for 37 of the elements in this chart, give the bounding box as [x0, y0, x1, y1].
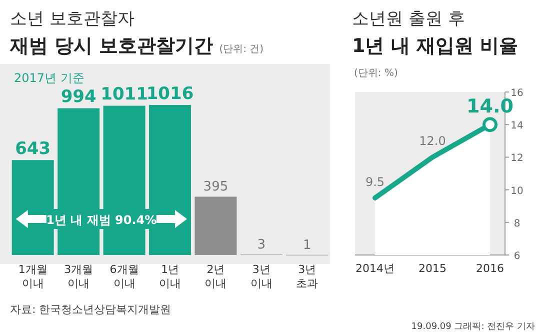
y-tick-label: 14 — [510, 120, 524, 132]
x-tick-label: 1개월 이내 — [18, 263, 48, 290]
x-tick-label: 2015 — [418, 262, 446, 275]
text: (단위: 건) — [219, 44, 264, 55]
x-tick-label: 3년 이내 — [250, 263, 272, 290]
x-tick-label: 1년 이내 — [159, 263, 181, 290]
data-label: 9.5 — [365, 174, 385, 189]
data-label: 14.0 — [466, 96, 514, 118]
data-label: 12.0 — [419, 134, 446, 148]
annotation: 1년 내 재범 90.4% — [46, 213, 157, 227]
y-tick-label: 16 — [510, 88, 524, 99]
data-label: 395 — [203, 180, 228, 195]
text: 자료: 한국청소년상담복지개발원 — [10, 303, 172, 316]
y-tick-label: 8 — [514, 218, 520, 230]
data-label: 643 — [15, 139, 51, 160]
y-tick-label: 12 — [510, 153, 524, 164]
chart-title: 1년 내 재입원 비율 — [352, 35, 518, 57]
data-label: 994 — [60, 87, 96, 108]
x-tick-label: 3년 초과 — [296, 263, 318, 290]
bar — [194, 196, 237, 255]
x-tick-label: 2년 이내 — [204, 263, 227, 290]
chart-subtitle: 소년원 출원 후 — [352, 9, 465, 29]
data-label: 3 — [257, 238, 266, 253]
chart-subtitle: 소년 보호관찰자 — [10, 9, 134, 29]
text: 2017년 기준 — [14, 71, 84, 85]
x-tick-label: 2014년 — [356, 262, 394, 275]
x-tick-label: 6개월 이내 — [110, 263, 139, 290]
y-tick-label: 6 — [514, 251, 520, 262]
data-label: 1011 — [100, 84, 148, 105]
data-label: 1 — [303, 238, 312, 253]
x-tick-label: 2016 — [476, 262, 504, 275]
data-label: 1016 — [146, 84, 194, 104]
chart-title: 재범 당시 보호관찰기간 — [9, 35, 214, 57]
y-tick-label: 10 — [510, 186, 524, 197]
x-tick-label: 3개월 이내 — [64, 263, 94, 290]
text: (단위: %) — [354, 68, 398, 79]
text: 19.09.09 그래픽: 전진우 기자 — [411, 322, 535, 332]
